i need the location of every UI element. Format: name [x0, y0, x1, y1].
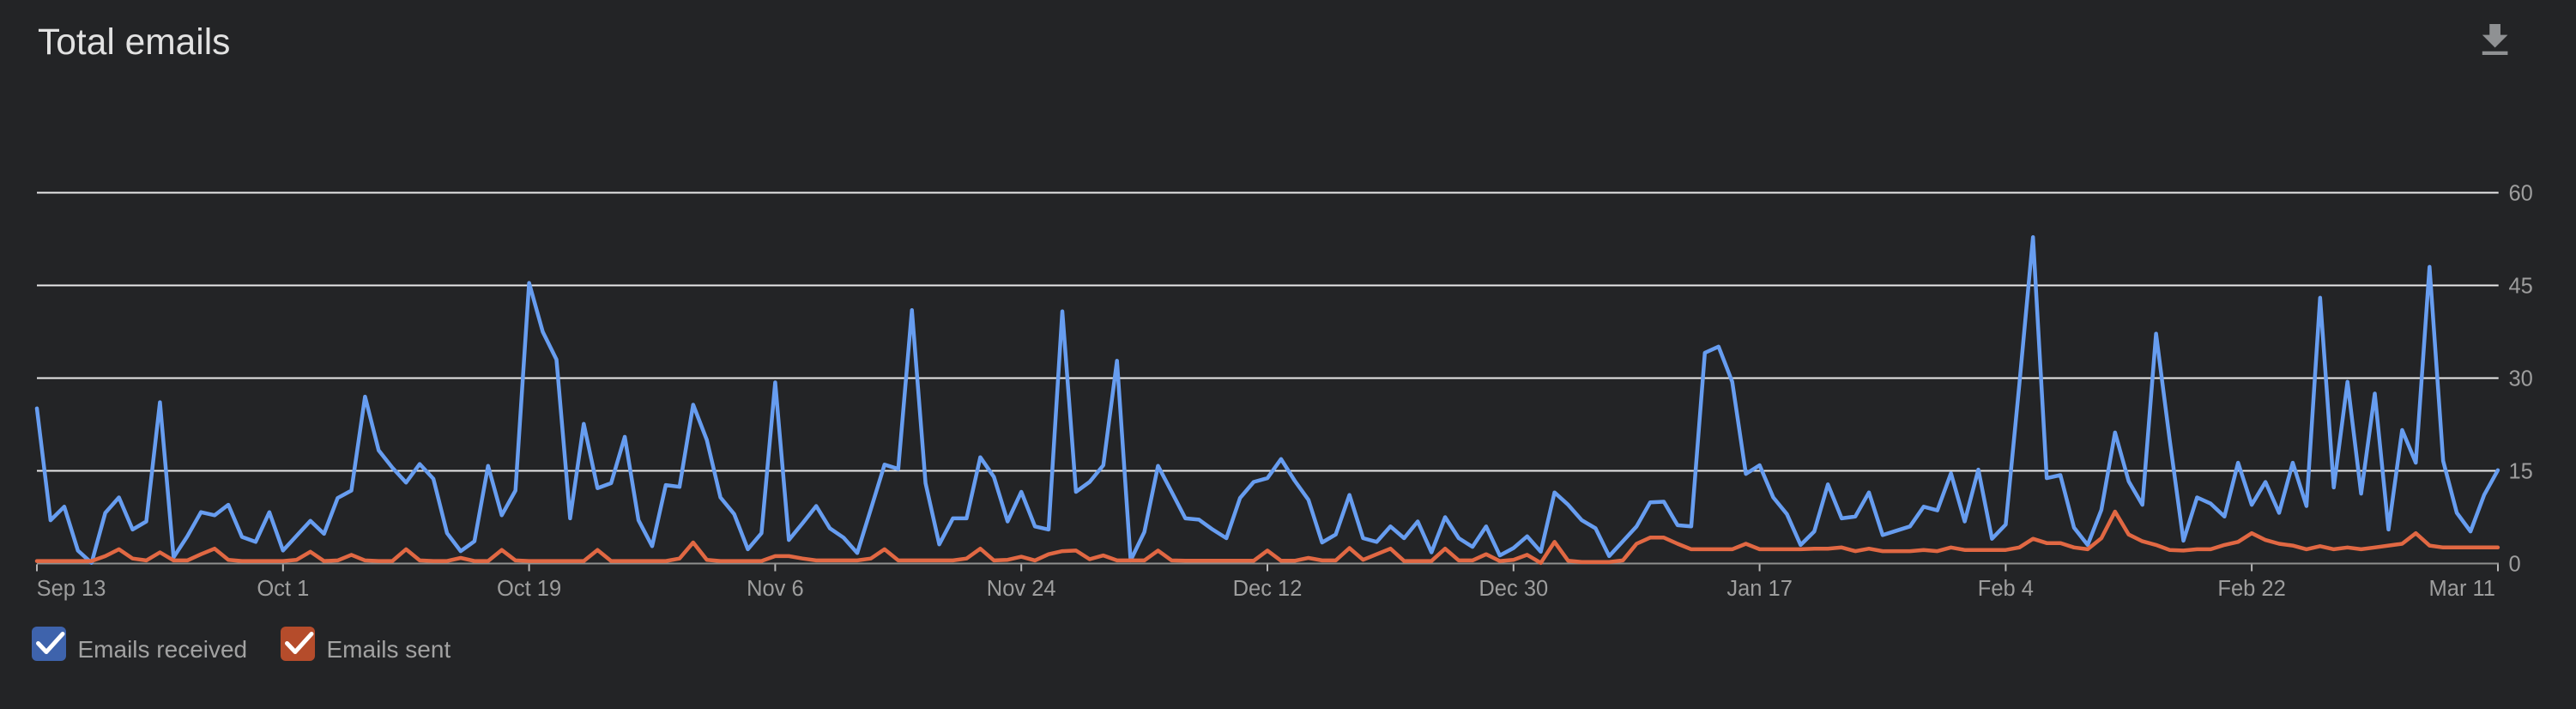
svg-text:Nov 6: Nov 6 [747, 577, 804, 601]
svg-text:Emails sent: Emails sent [327, 636, 451, 663]
svg-text:15: 15 [2509, 460, 2533, 484]
svg-text:Sep 13: Sep 13 [37, 577, 106, 601]
svg-text:Nov 24: Nov 24 [987, 577, 1056, 601]
svg-text:Feb 4: Feb 4 [1978, 577, 2034, 601]
svg-text:Mar 11: Mar 11 [2429, 577, 2495, 601]
svg-text:Feb 22: Feb 22 [2217, 577, 2285, 601]
svg-text:0: 0 [2509, 553, 2521, 577]
svg-text:30: 30 [2509, 367, 2533, 391]
svg-text:Dec 12: Dec 12 [1233, 577, 1303, 601]
svg-text:Oct 1: Oct 1 [257, 577, 309, 601]
svg-text:60: 60 [2509, 182, 2533, 206]
svg-text:Oct 19: Oct 19 [497, 577, 561, 601]
svg-text:Jan 17: Jan 17 [1726, 577, 1793, 601]
svg-text:Dec 30: Dec 30 [1478, 577, 1548, 601]
svg-text:Emails received: Emails received [78, 636, 248, 663]
svg-text:45: 45 [2509, 275, 2533, 299]
